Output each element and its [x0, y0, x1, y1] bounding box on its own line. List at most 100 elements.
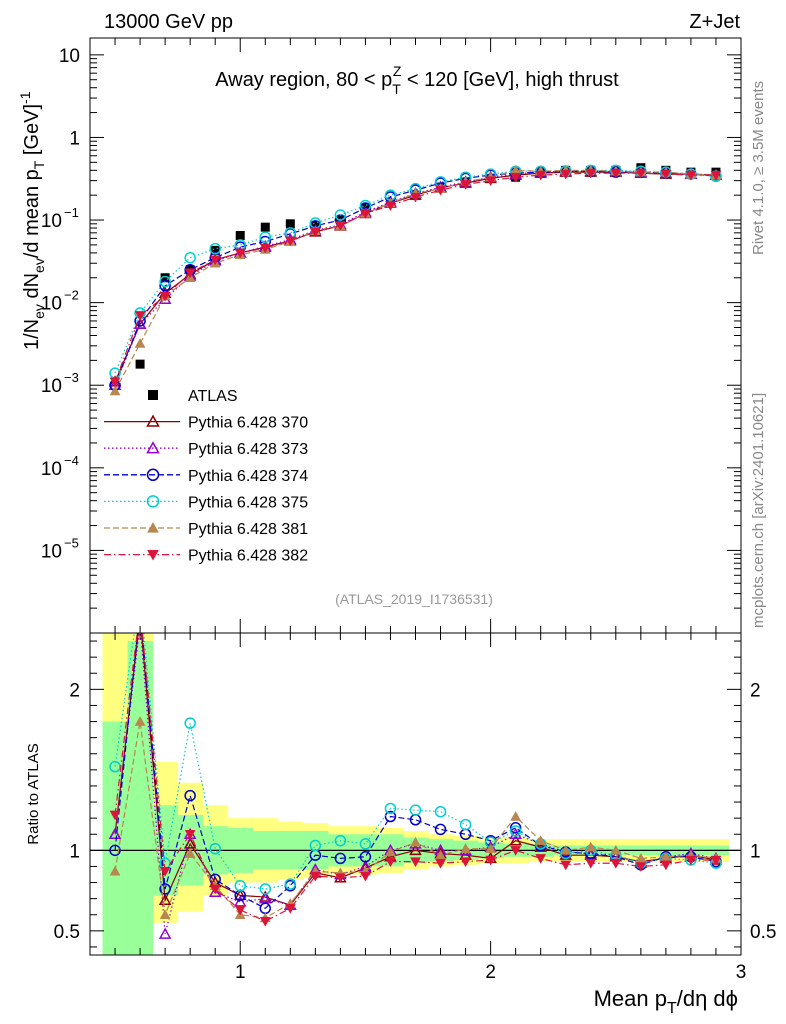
data-point-p382 — [610, 168, 622, 179]
data-point-p370 — [509, 834, 522, 846]
ratio-y-tick-label: 1 — [69, 841, 80, 862]
y-tick-exponent: −5 — [64, 535, 79, 550]
data-point-p382 — [635, 168, 647, 179]
data-point-p381 — [485, 843, 497, 853]
data-point-p374 — [434, 823, 447, 836]
data-point-p374 — [359, 851, 372, 863]
y-tick-label: 10 — [41, 294, 62, 315]
data-point-p381 — [460, 843, 472, 853]
data-point-p381 — [560, 844, 572, 855]
data-point-p382 — [660, 169, 672, 180]
data-point-p373 — [208, 885, 222, 897]
data-point-p370 — [258, 890, 272, 902]
data-point-p375 — [135, 588, 145, 598]
data-point-p382 — [159, 867, 171, 877]
data-point-p382 — [259, 243, 271, 254]
x-tick-label: 3 — [736, 962, 747, 983]
data-point-p382 — [460, 180, 472, 190]
data-point-p382 — [109, 810, 121, 821]
data-point-p381 — [410, 836, 421, 847]
series-p382 — [109, 633, 722, 927]
y-tick-label: 1 — [69, 128, 80, 149]
data-point-p381 — [610, 844, 622, 855]
data-point-p382 — [710, 855, 722, 866]
data-point-p382 — [585, 858, 597, 869]
data-point-p375 — [309, 839, 322, 852]
data-point-p374 — [135, 604, 145, 614]
series-p382 — [109, 168, 722, 388]
data-point-p381 — [134, 716, 146, 726]
main-axes — [89, 38, 742, 634]
rivet-version-label: Rivet 4.1.0, ≥ 3.5M events — [750, 81, 767, 255]
data-point-p382 — [460, 857, 472, 868]
data-point-p381 — [184, 848, 196, 858]
data-point-p375 — [234, 880, 246, 892]
header-right: Z+Jet — [689, 11, 740, 33]
ratio-y-tick-label-right: 1 — [750, 841, 761, 862]
data-point-p382 — [635, 862, 647, 872]
x-tick-label: 2 — [485, 962, 496, 983]
data-point-p374 — [509, 822, 522, 834]
data-point-p382 — [209, 884, 221, 895]
data-point-p381 — [510, 811, 522, 821]
ratio-y-tick-label-right: 2 — [750, 680, 761, 701]
data-point-p375 — [459, 818, 472, 831]
y-tick-exponent: −3 — [64, 370, 79, 385]
main-y-axis-label: 1/Nev dNev/d mean pT [GeV]-1 — [17, 91, 47, 350]
data-point-p374 — [184, 789, 196, 802]
series-line-p374 — [114, 170, 717, 386]
data-point-p382 — [159, 291, 171, 302]
data-point-p382 — [234, 905, 246, 916]
data-point-p373 — [158, 927, 172, 939]
data-point-p382 — [685, 855, 697, 866]
legend: ATLAS Pythia 6.428 370 Pythia 6.428 373 Pyt… — [104, 388, 308, 565]
data-point-p382 — [510, 172, 522, 183]
data-point-data — [235, 230, 245, 240]
y-tick-label: 10 — [59, 46, 80, 67]
data-point-p375 — [259, 883, 272, 895]
data-point-p375 — [284, 878, 297, 890]
data-point-p382 — [660, 860, 672, 871]
legend-label-p382: Pythia 6.428 382 — [188, 548, 308, 565]
data-point-p382 — [109, 377, 121, 388]
legend-label-p370: Pythia 6.428 370 — [188, 415, 308, 432]
data-point-p382 — [435, 858, 446, 869]
legend-marker-p370 — [146, 414, 160, 427]
data-point-data — [135, 359, 145, 369]
legend-label-p374: Pythia 6.428 374 — [188, 468, 308, 485]
data-point-p382 — [309, 871, 321, 882]
legend-marker-p374 — [146, 468, 160, 482]
series-line-p370 — [114, 171, 716, 383]
data-point-p381 — [585, 841, 597, 852]
y-tick-label: 10 — [41, 541, 62, 562]
series-line-p381 — [114, 169, 716, 392]
plot-title: Away region, 80 < pTZ < 120 [GeV], high … — [215, 63, 619, 97]
legend-marker-p382 — [147, 549, 159, 561]
data-point-data — [210, 245, 220, 255]
data-point-data — [160, 273, 170, 283]
data-point-p375 — [184, 251, 196, 264]
data-point-p382 — [410, 192, 421, 203]
data-point-p382 — [435, 185, 446, 196]
data-point-p382 — [334, 873, 346, 884]
data-point-p370 — [409, 843, 422, 856]
data-point-p375 — [334, 834, 347, 847]
series-line-p382 — [114, 172, 716, 383]
ratio-axes — [89, 633, 742, 955]
data-point-p382 — [485, 176, 497, 187]
data-point-p382 — [535, 854, 547, 864]
legend-label-p373: Pythia 6.428 373 — [188, 441, 308, 458]
data-point-p382 — [134, 311, 146, 321]
data-point-p382 — [184, 830, 196, 840]
data-point-p374 — [109, 844, 121, 857]
data-point-p374 — [159, 883, 171, 895]
data-point-p375 — [209, 242, 221, 255]
ratio-y-axis-label: Ratio to ATLAS — [25, 743, 42, 844]
data-point-p375 — [409, 804, 422, 816]
legend-marker-data — [148, 390, 158, 400]
data-point-p382 — [610, 858, 622, 869]
data-point-p375 — [109, 760, 121, 773]
data-point-p375 — [209, 842, 221, 855]
